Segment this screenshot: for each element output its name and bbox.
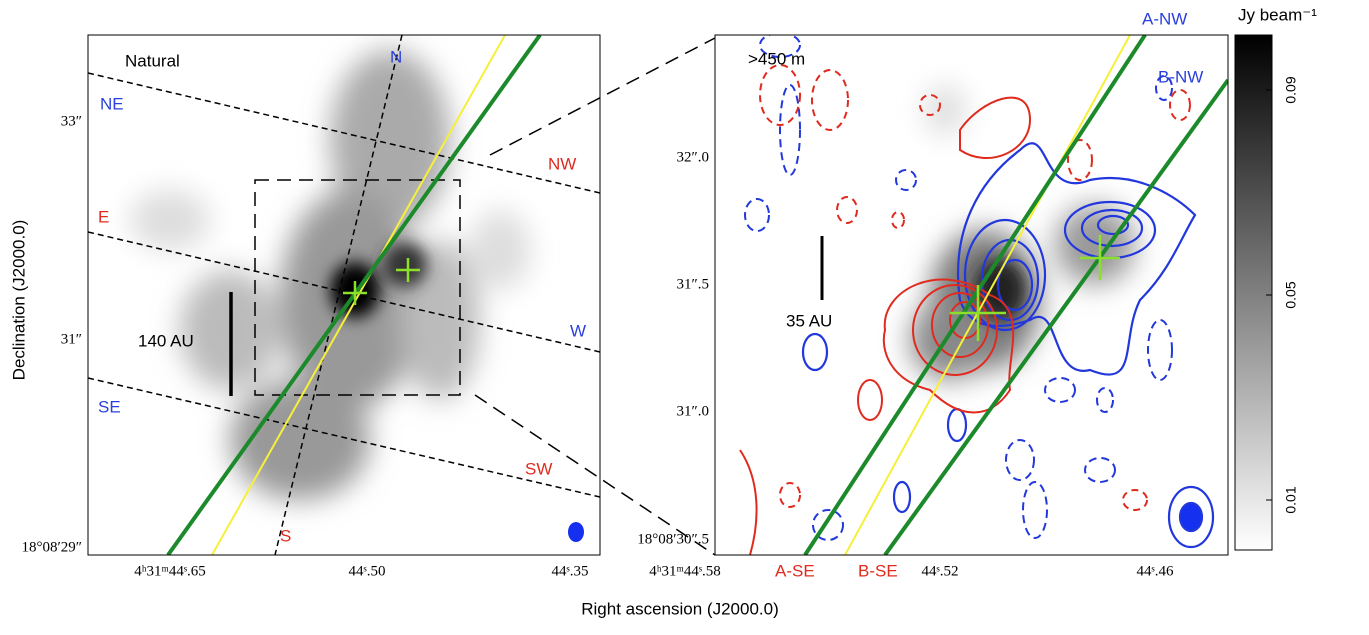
right-frame (714, 34, 1229, 556)
direction-label: B-SE (858, 561, 898, 580)
colorbar (1234, 34, 1273, 551)
y-tick-label: 18°08′29″ (21, 539, 82, 555)
y-tick-label: 33″ (61, 113, 82, 129)
y-tick-label: 31″.5 (677, 276, 710, 292)
x-axis-title: Right ascension (J2000.0) (581, 599, 779, 618)
left-image (88, 35, 600, 555)
y-tick-label: 31″.0 (677, 403, 710, 419)
right-image (715, 35, 1228, 555)
panel-title: >450 m (748, 49, 805, 68)
colorbar-label: Jy beam⁻¹ (1238, 5, 1317, 24)
direction-label: SE (98, 397, 121, 416)
direction-label: NE (100, 94, 124, 113)
x-tick-label: 4ʰ31ᵐ44ˢ.58 (649, 563, 721, 579)
x-tick-label: 44ˢ.35 (552, 563, 589, 579)
y-axis-title: Declination (J2000.0) (9, 220, 28, 381)
y-tick-label: 31″ (61, 331, 82, 347)
x-tick-label: 44ˢ.50 (349, 563, 386, 579)
direction-label: W (570, 321, 586, 340)
x-tick-label: 4ʰ31ᵐ44ˢ.65 (134, 563, 206, 579)
direction-label: N (390, 47, 402, 66)
direction-label: E (98, 207, 109, 226)
panel-title: Natural (125, 51, 180, 70)
left-frame (87, 34, 601, 556)
colorbar-tick-label: 0.09 (1283, 76, 1299, 103)
x-tick-label: 44ˢ.52 (922, 563, 959, 579)
x-tick-label: 44ˢ.46 (1137, 563, 1174, 579)
zoom-lines (474, 37, 716, 556)
colorbar-tick-label: 0.01 (1283, 486, 1299, 513)
direction-label: A-SE (775, 561, 815, 580)
direction-label: S (280, 526, 291, 545)
y-tick-label: 18°08′30″.5 (637, 531, 709, 547)
scale-bar-label: 35 AU (786, 311, 832, 330)
colorbar-ticks: 0.01 0.05 0.09 (1266, 76, 1299, 514)
scale-bar-label: 140 AU (138, 331, 194, 350)
direction-label: NW (548, 154, 576, 173)
direction-label: B-NW (1158, 67, 1203, 86)
colorbar-tick-label: 0.05 (1283, 281, 1299, 308)
y-tick-label: 32″.0 (677, 149, 710, 165)
direction-label: SW (525, 459, 552, 478)
direction-label: A-NW (1142, 9, 1187, 28)
